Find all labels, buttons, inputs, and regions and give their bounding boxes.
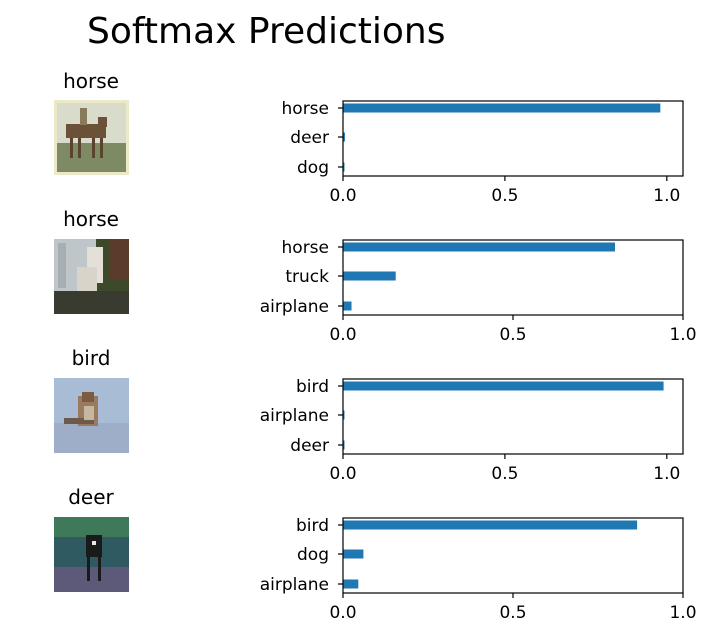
bar-3-1: [343, 381, 664, 391]
image-title-1: horse: [63, 69, 119, 93]
y-tick-label-1-2: deer: [290, 128, 329, 148]
figure-title: Softmax Predictions: [87, 11, 446, 52]
image-title-4: deer: [68, 485, 114, 509]
x-tick-label-3-3: 1.0: [653, 464, 680, 484]
bar-1-3: [343, 162, 345, 172]
y-tick-label-2-2: truck: [285, 267, 329, 287]
thumbnail-deer: [54, 517, 129, 592]
y-tick-label-3-1: bird: [296, 377, 329, 397]
x-tick-label-2-2: 0.5: [499, 325, 526, 345]
image-title-3: bird: [71, 346, 111, 370]
x-tick-label-1-1: 0.0: [329, 186, 356, 206]
y-tick-label-2-1: horse: [282, 238, 329, 258]
x-tick-label-4-3: 1.0: [669, 603, 696, 623]
y-tick-label-3-3: deer: [290, 436, 329, 456]
axes-frame-1: [342, 100, 684, 177]
x-tick-label-4-2: 0.5: [499, 603, 526, 623]
x-tick-label-2-1: 0.0: [329, 325, 356, 345]
y-tick-label-2-3: airplane: [260, 297, 329, 317]
image-title-2: horse: [63, 207, 119, 231]
horse-with-rider-photo-icon: [54, 100, 129, 175]
y-tick-label-1-3: dog: [297, 158, 329, 178]
thumbnail-horse-rider: [54, 100, 129, 175]
x-tick-label-2-3: 1.0: [669, 325, 696, 345]
axes-frame-3: [342, 378, 684, 455]
y-tick-label-4-1: bird: [296, 516, 329, 536]
bar-2-3: [343, 301, 352, 311]
bar-2-2: [343, 271, 396, 281]
y-tick-label-4-2: dog: [297, 545, 329, 565]
x-tick-label-3-1: 0.0: [329, 464, 356, 484]
sparrow-photo-icon: [54, 378, 129, 453]
bar-3-3: [343, 440, 345, 450]
bar-3-2: [343, 410, 345, 420]
y-tick-label-1-1: horse: [282, 99, 329, 119]
bar-2-1: [343, 242, 615, 252]
deer-photo-icon: [54, 517, 129, 592]
bar-1-2: [343, 132, 345, 142]
thumbnail-white-horse: [54, 239, 129, 314]
white-horse-photo-icon: [54, 239, 129, 314]
y-tick-label-3-2: airplane: [260, 406, 329, 426]
x-tick-label-3-2: 0.5: [491, 464, 518, 484]
bar-4-1: [343, 520, 638, 530]
thumbnail-sparrow: [54, 378, 129, 453]
bar-1-1: [343, 103, 661, 113]
bar-4-3: [343, 579, 359, 589]
x-tick-label-1-3: 1.0: [653, 186, 680, 206]
x-tick-label-4-1: 0.0: [329, 603, 356, 623]
bar-4-2: [343, 549, 364, 559]
y-tick-label-4-3: airplane: [260, 575, 329, 595]
x-tick-label-1-2: 0.5: [491, 186, 518, 206]
